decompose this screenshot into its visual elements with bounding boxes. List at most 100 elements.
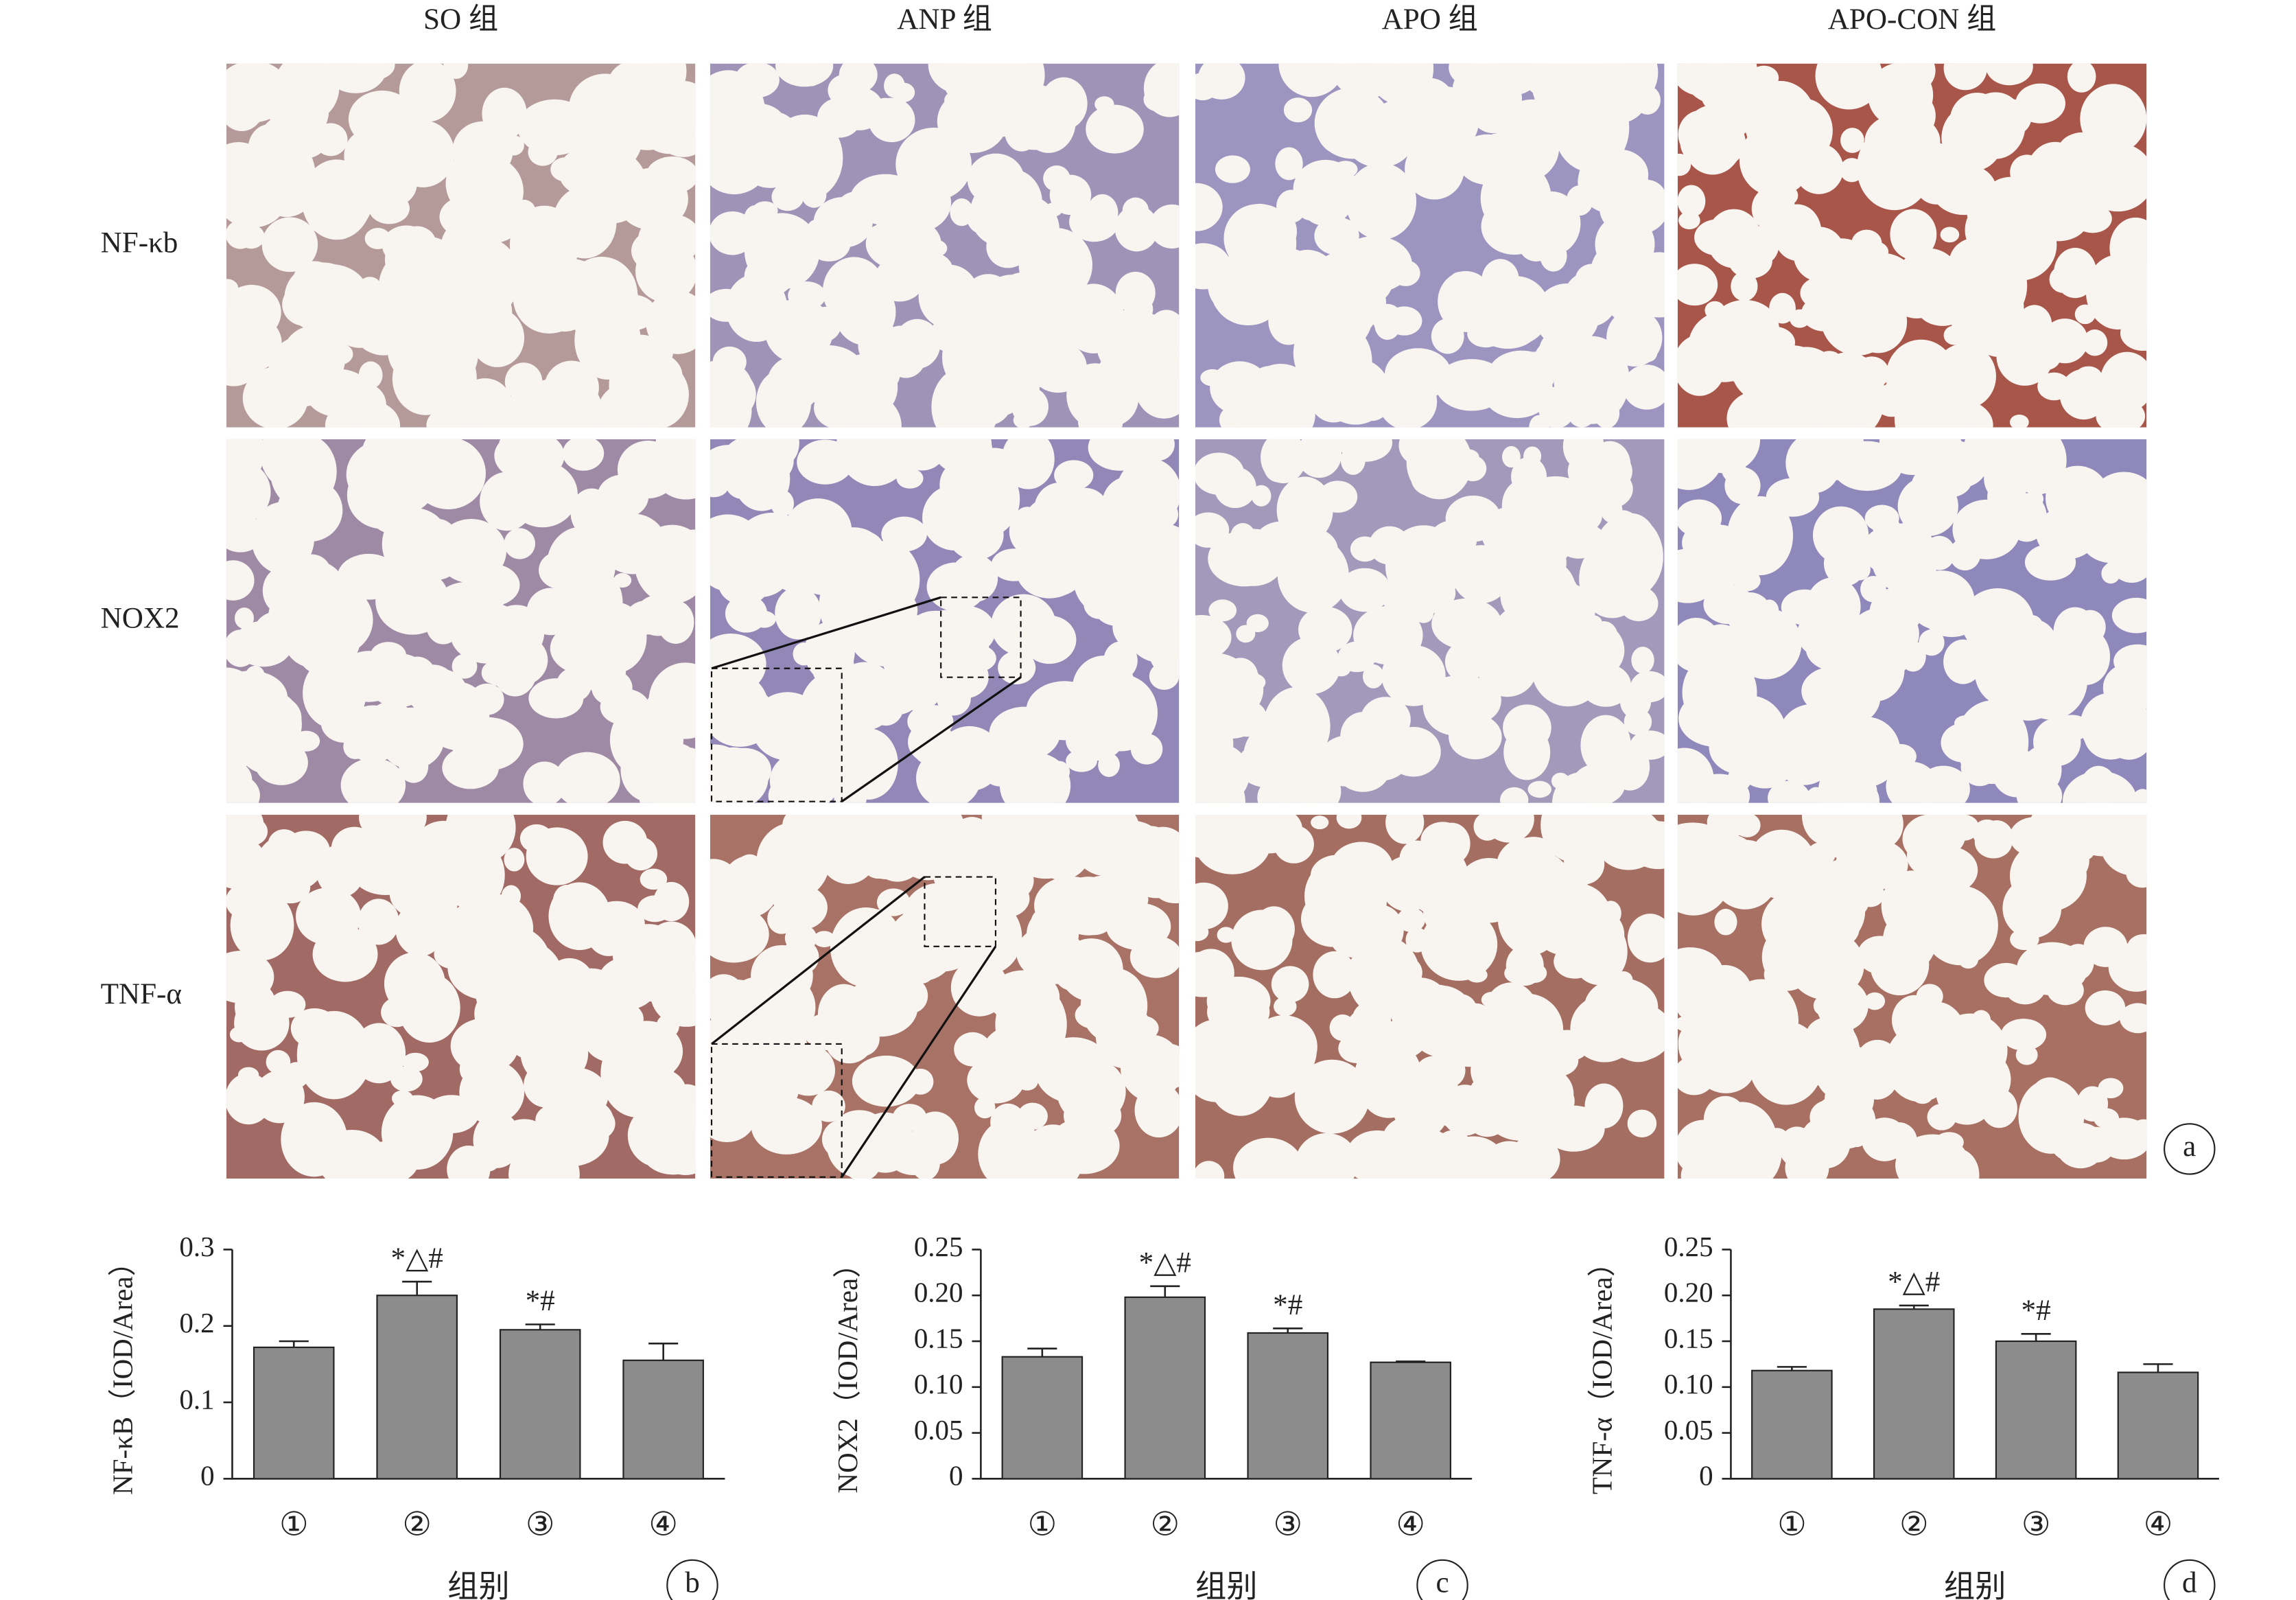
alveolus [1992,748,2043,798]
alveolus [1861,1117,1908,1161]
panel-label: a [2183,1131,2196,1163]
alveolus [2030,1077,2070,1120]
alveolus [1815,63,1883,110]
alveolus [710,905,769,963]
alveolus [1450,1037,1488,1067]
alveolus [1243,724,1300,790]
row-label: NF-κb [101,227,178,259]
alveolus [2021,632,2075,681]
alveolus [1001,439,1055,489]
alveolus [1444,994,1477,1026]
error-bar [1899,1304,1929,1310]
y-axis-label: NF-κB（IOD/Area） [108,1248,139,1494]
alveolus [1202,815,1254,860]
alveolus [2081,765,2117,803]
alveolus [1864,992,1886,1010]
alveolus [967,153,1024,206]
y-tick-label: 0.25 [1664,1231,1713,1262]
alveolus [1870,934,1930,996]
alveolus [2024,544,2076,581]
alveolus [465,204,520,244]
alveolus [1022,615,1077,664]
alveolus [1246,614,1269,633]
alveolus [1208,260,1252,312]
alveolus [226,1073,272,1125]
alveolus [270,439,337,510]
alveolus [710,979,766,1036]
alveolus [1195,718,1217,751]
alveolus [1315,97,1367,155]
alveolus [1141,1065,1175,1091]
alveolus [347,833,424,896]
alveolus [1062,283,1125,353]
alveolus [1488,350,1556,400]
alveolus [325,1137,355,1170]
alveolus [226,286,277,356]
alveolus [2009,415,2029,428]
alveolus [506,663,537,687]
alveolus [1481,991,1503,1008]
alveolus [2016,942,2088,996]
alveolus [1195,183,1223,231]
alveolus [907,1068,934,1095]
alveolus [2103,561,2127,579]
alveolus [1801,666,1866,716]
alveolus [812,1090,845,1122]
alveolus [1020,439,1040,455]
alveolus [558,147,618,197]
alveolus [813,931,836,948]
alveolus [511,242,579,298]
alveolus [978,879,1030,918]
alveolus [1329,916,1379,958]
alveolus [1414,603,1434,623]
alveolus [361,714,398,751]
alveolus [1960,748,1999,787]
alveolus [2072,837,2096,861]
alveolus [860,843,896,879]
alveolus [1217,927,1235,943]
alveolus [1103,641,1138,680]
y-axis-label: TNF-α（IOD/Area） [1587,1249,1618,1494]
alveolus [1707,81,1755,139]
alveolus [2025,141,2085,214]
panel-label: c [1436,1566,1449,1599]
alveolus [1438,270,1495,332]
bar [1995,1340,2077,1480]
significance-label: *△# [1139,1247,1191,1279]
alveolus [1871,523,1938,593]
tissue [1195,815,1665,1179]
alveolus [1589,237,1659,317]
x-tick-label: ② [1899,1507,1929,1542]
x-axis-label: 组别 [1195,1569,1258,1600]
alveolus [1277,537,1349,613]
alveolus [552,885,581,916]
alveolus [1215,155,1250,183]
alveolus [2053,247,2097,299]
alveolus [226,951,274,1004]
tissue [1677,63,2147,428]
alveolus [1195,614,1232,660]
alveolus [2080,511,2146,564]
x-tick-label: ③ [1273,1507,1302,1542]
alveolus [554,752,620,803]
alveolus [355,452,428,510]
alveolus [1040,77,1088,130]
panel-label: b [685,1566,700,1599]
y-tick-label: 0.05 [1664,1415,1713,1446]
alveolus [234,607,254,629]
alveolus [237,224,265,249]
alveolus [1879,439,1946,475]
alveolus [358,898,399,945]
alveolus [497,389,567,428]
x-tick-label: ④ [2144,1507,2173,1542]
alveolus [504,1005,567,1061]
alveolus [229,566,255,595]
alveolus [1551,772,1570,789]
alveolus [1677,153,1691,176]
bar [1001,1356,1083,1480]
alveolus [1985,63,2033,86]
panel-badge [1416,1559,1468,1600]
alveolus [892,1104,927,1131]
alveolus [794,705,869,794]
